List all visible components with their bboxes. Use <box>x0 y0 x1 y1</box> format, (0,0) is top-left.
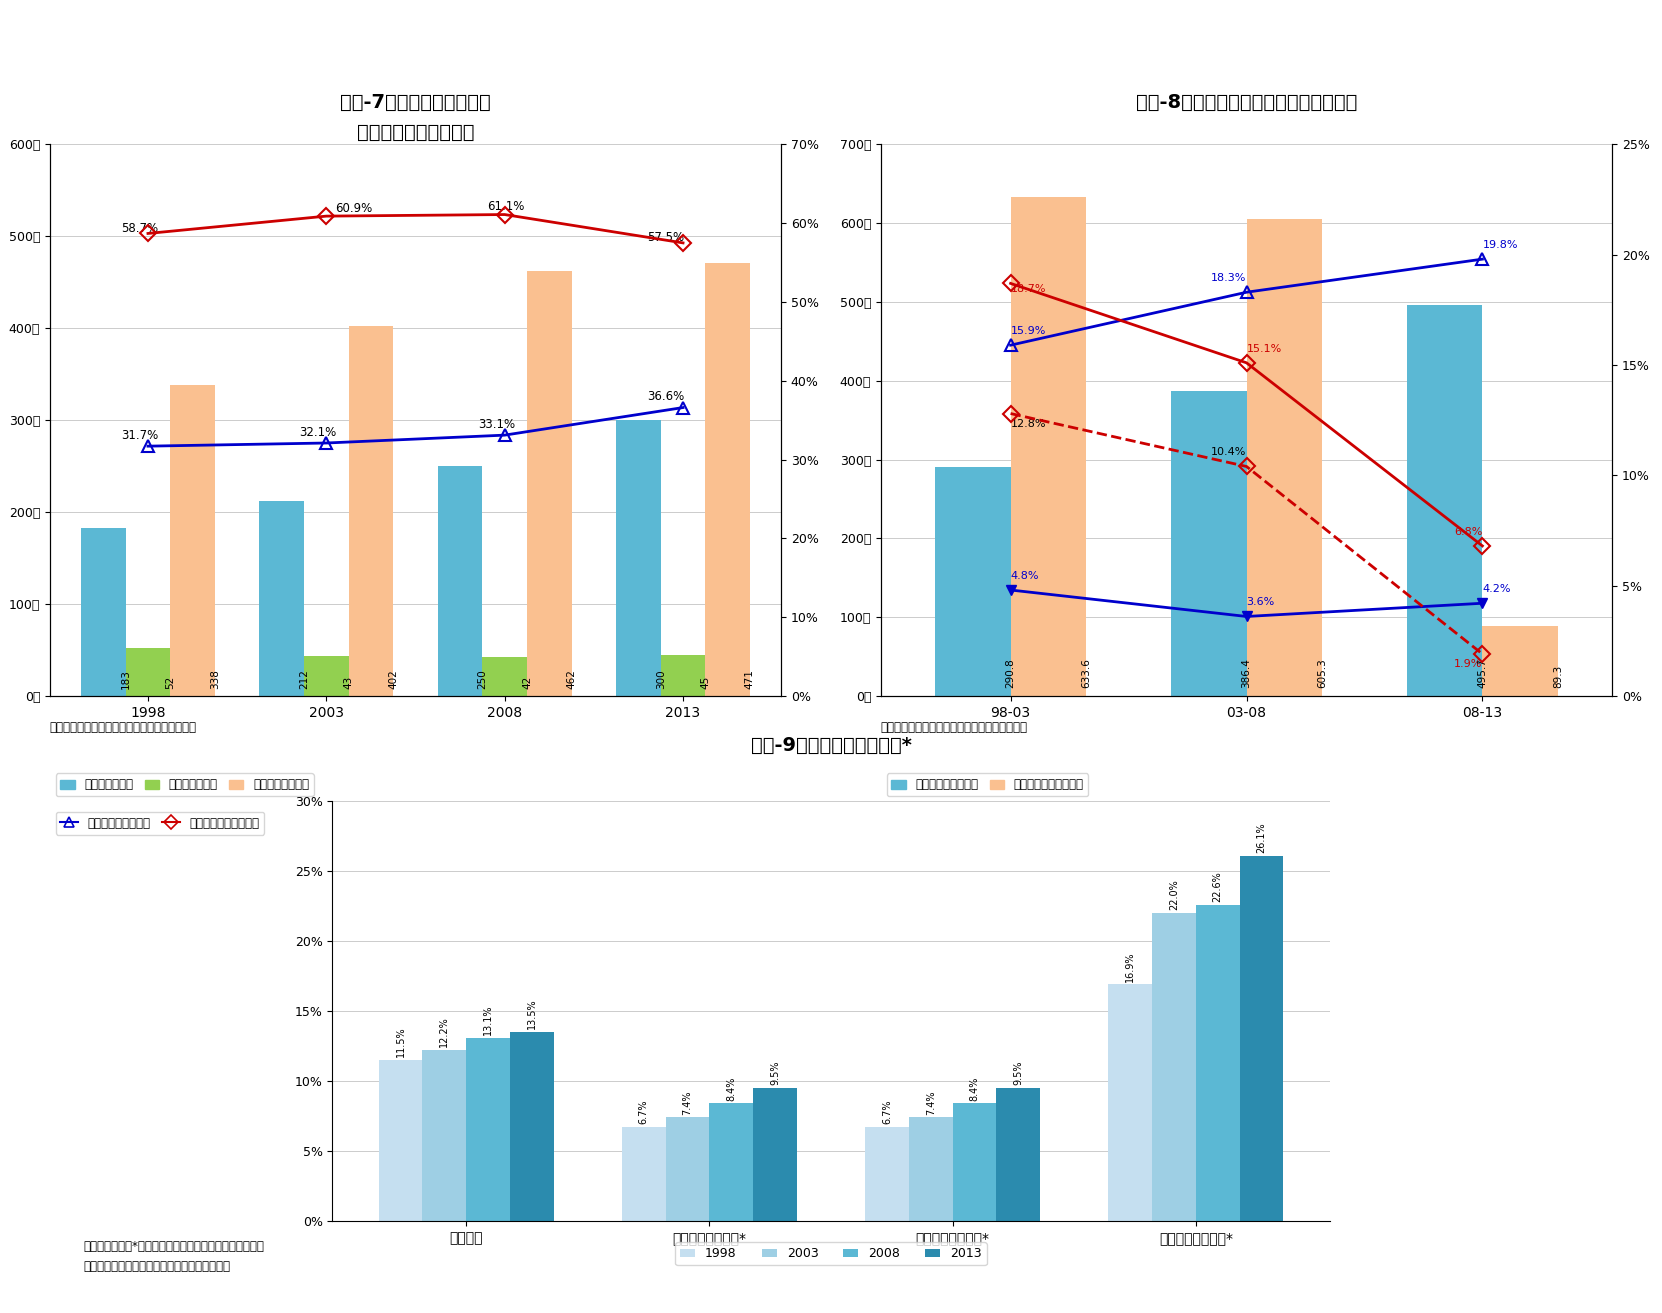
Text: 36.6%: 36.6% <box>648 390 685 403</box>
Text: 12.8%: 12.8% <box>1010 419 1045 429</box>
Bar <box>1197 905 1240 1221</box>
Bar <box>1152 913 1197 1221</box>
Text: 42: 42 <box>522 675 532 688</box>
Text: 13.1%: 13.1% <box>484 1004 494 1035</box>
Text: 300: 300 <box>656 668 666 688</box>
Bar <box>909 1117 952 1221</box>
Bar <box>665 1117 710 1221</box>
Text: 605.3: 605.3 <box>1316 658 1326 688</box>
Text: 338: 338 <box>209 668 219 688</box>
Text: 26.1%: 26.1% <box>1256 822 1266 852</box>
Bar <box>1483 625 1557 696</box>
Bar <box>465 1037 510 1221</box>
Text: 12.2%: 12.2% <box>439 1016 449 1048</box>
Bar <box>952 1103 997 1221</box>
Bar <box>622 1128 665 1221</box>
Text: 89.3: 89.3 <box>1552 664 1562 688</box>
Text: 18.7%: 18.7% <box>1010 284 1045 294</box>
Text: 19.8%: 19.8% <box>1483 240 1517 249</box>
Text: 386.4: 386.4 <box>1242 658 1251 688</box>
Text: および空き家の構成比: および空き家の構成比 <box>357 123 474 142</box>
Text: 7.4%: 7.4% <box>926 1090 936 1115</box>
Text: 図表-7：建て方別空き家数: 図表-7：建て方別空き家数 <box>341 93 490 112</box>
Text: 9.5%: 9.5% <box>770 1061 779 1086</box>
Legend: 1998, 2003, 2008, 2013: 1998, 2003, 2008, 2013 <box>675 1242 987 1266</box>
Bar <box>81 528 126 696</box>
Text: 212: 212 <box>299 668 309 688</box>
Text: 22.6%: 22.6% <box>1213 871 1223 902</box>
Text: 7.4%: 7.4% <box>683 1090 693 1115</box>
Text: 290.8: 290.8 <box>1006 658 1015 688</box>
Text: 633.6: 633.6 <box>1080 658 1090 688</box>
Bar <box>170 385 214 696</box>
Text: 61.1%: 61.1% <box>487 200 524 213</box>
Bar <box>304 656 349 696</box>
Text: 22.0%: 22.0% <box>1168 880 1178 910</box>
Text: 10.4%: 10.4% <box>1212 448 1246 457</box>
Text: 402: 402 <box>389 668 399 688</box>
Text: 8.4%: 8.4% <box>726 1077 736 1100</box>
Text: 462: 462 <box>567 668 577 688</box>
Bar <box>705 263 750 696</box>
Bar <box>1246 219 1321 696</box>
Text: 52: 52 <box>165 675 175 688</box>
Text: 57.5%: 57.5% <box>648 231 685 244</box>
Text: （出所）総務省統計局「住宅・土地統計調査」: （出所）総務省統計局「住宅・土地統計調査」 <box>50 721 196 734</box>
Text: 250: 250 <box>477 668 487 688</box>
Bar <box>349 327 394 696</box>
Bar <box>1172 391 1246 696</box>
Text: 図表-9：建て方別空き家率*: 図表-9：建て方別空き家率* <box>751 737 911 755</box>
Bar <box>864 1128 909 1221</box>
Bar <box>997 1088 1040 1221</box>
Bar <box>510 1032 553 1221</box>
Text: 4.2%: 4.2% <box>1483 584 1511 595</box>
Text: （注）空き家率*の計算については脚注５を参照のこと。: （注）空き家率*の計算については脚注５を参照のこと。 <box>83 1239 264 1253</box>
Bar <box>379 1060 422 1221</box>
Text: 13.5%: 13.5% <box>527 999 537 1029</box>
Text: 9.5%: 9.5% <box>1014 1061 1024 1086</box>
Bar <box>437 466 482 696</box>
Text: 33.1%: 33.1% <box>479 418 515 431</box>
Text: 495.7: 495.7 <box>1478 658 1487 688</box>
Text: 45: 45 <box>700 675 710 688</box>
Bar <box>710 1103 753 1221</box>
Legend: 一戸建空き家構成比, 共同住宅空き家構成比: 一戸建空き家構成比, 共同住宅空き家構成比 <box>57 811 264 835</box>
Legend: 一戸建空き家増加率, 共同住宅空き家増加率, （居住世帯あり）一戸建て増加率, （居住世帯あり）共同住宅増加率: 一戸建空き家増加率, 共同住宅空き家増加率, （居住世帯あり）一戸建て増加率, … <box>888 811 1135 853</box>
Text: 183: 183 <box>121 668 131 688</box>
Bar <box>126 649 170 696</box>
Bar <box>259 502 304 696</box>
Bar <box>1109 985 1152 1221</box>
Text: 1.9%: 1.9% <box>1454 659 1483 670</box>
Text: 58.7%: 58.7% <box>121 222 158 235</box>
Bar <box>753 1088 798 1221</box>
Text: 11.5%: 11.5% <box>396 1027 406 1057</box>
Bar <box>1408 306 1483 696</box>
Bar <box>482 658 527 696</box>
Text: （出所）総務省統計局「住宅・土地統計調査」: （出所）総務省統計局「住宅・土地統計調査」 <box>83 1259 229 1272</box>
Text: 8.4%: 8.4% <box>969 1077 979 1100</box>
Text: 43: 43 <box>344 675 354 688</box>
Text: 15.1%: 15.1% <box>1246 344 1281 353</box>
Bar <box>1240 856 1283 1221</box>
Text: （出所）総務省統計局「住宅・土地統計調査」: （出所）総務省統計局「住宅・土地統計調査」 <box>881 721 1027 734</box>
Text: 31.7%: 31.7% <box>121 429 158 441</box>
Text: 6.7%: 6.7% <box>638 1100 648 1124</box>
Text: 6.8%: 6.8% <box>1454 527 1483 537</box>
Text: 4.8%: 4.8% <box>1010 571 1039 580</box>
Text: 18.3%: 18.3% <box>1212 273 1246 284</box>
Text: 60.9%: 60.9% <box>336 201 372 214</box>
Text: 32.1%: 32.1% <box>299 425 337 439</box>
Text: 471: 471 <box>745 668 755 688</box>
Bar <box>661 654 705 696</box>
Text: 16.9%: 16.9% <box>1125 951 1135 982</box>
Text: 3.6%: 3.6% <box>1246 597 1275 608</box>
Bar <box>617 420 661 696</box>
Text: 15.9%: 15.9% <box>1010 326 1045 336</box>
Text: 6.7%: 6.7% <box>883 1100 892 1124</box>
Bar <box>936 467 1010 696</box>
Bar <box>1010 197 1085 696</box>
Bar <box>527 272 572 696</box>
Text: 図表-8：建て方別空き家増加数と増加率: 図表-8：建て方別空き家増加数と増加率 <box>1135 93 1358 112</box>
Bar <box>422 1050 465 1221</box>
